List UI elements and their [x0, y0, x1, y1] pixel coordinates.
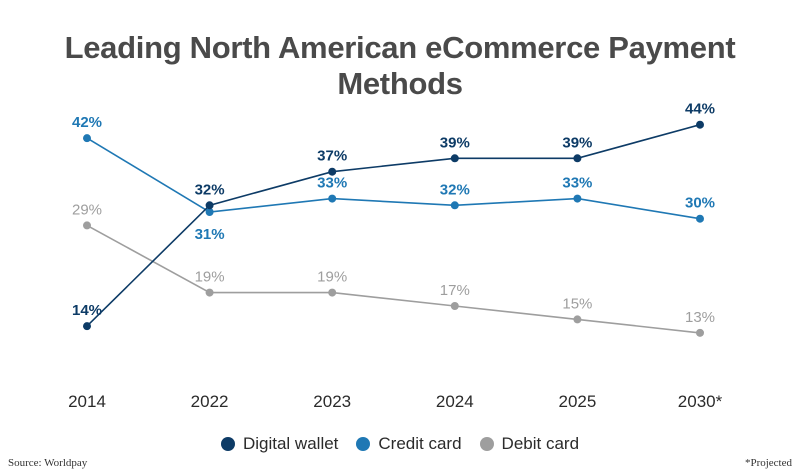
legend-item-debit-card: Debit card — [479, 434, 580, 454]
data-label-debit-card: 19% — [195, 269, 225, 286]
x-tick-label: 2024 — [436, 392, 474, 411]
series-lines — [86, 123, 701, 334]
data-point-debit-card — [696, 328, 704, 337]
source-note: Source: Worldpay — [8, 457, 88, 469]
data-label-debit-card: 19% — [317, 269, 347, 286]
data-point-credit-card — [696, 214, 704, 223]
legend-marker-credit-card — [356, 437, 371, 451]
x-tick-label: 2023 — [313, 392, 351, 411]
data-point-debit-card — [450, 302, 459, 310]
legend-label-credit-card: Credit card — [378, 434, 462, 453]
legend-marker-debit-card — [479, 437, 494, 451]
data-label-credit-card: 42% — [72, 114, 102, 131]
series-line-debit-card — [86, 224, 701, 334]
x-tick-label: 2030* — [678, 392, 723, 411]
x-tick-label: 2022 — [191, 392, 229, 411]
data-label-digital-wallet: 14% — [72, 302, 102, 319]
data-point-credit-card — [450, 201, 459, 210]
legend-item-digital-wallet: Digital wallet — [220, 434, 339, 454]
chart-title: Leading North American eCommerce Payment… — [64, 30, 736, 101]
legend-label-digital-wallet: Digital wallet — [242, 434, 339, 453]
data-label-digital-wallet: 39% — [562, 134, 592, 151]
data-point-credit-card — [573, 194, 582, 203]
data-label-credit-card: 31% — [195, 226, 225, 243]
data-label-debit-card: 13% — [685, 309, 715, 326]
data-label-digital-wallet: 32% — [195, 181, 225, 198]
data-point-digital-wallet — [573, 154, 582, 163]
data-label-credit-card: 33% — [317, 175, 347, 192]
data-label-digital-wallet: 44% — [685, 101, 715, 118]
legend-label-debit-card: Debit card — [501, 434, 580, 453]
data-label-debit-card: 29% — [72, 201, 102, 218]
x-axis-ticks: 2014 2022 2023 2024 2025 2030* — [68, 392, 723, 411]
x-tick-label: 2025 — [558, 392, 596, 411]
series-points — [83, 120, 704, 337]
data-labels: 29% 19% 19% 17% 15% 13% 42% 31% 33% 32% 33% 30% 14% 3… — [72, 101, 715, 326]
data-point-digital-wallet — [205, 201, 214, 210]
data-point-debit-card — [328, 288, 337, 297]
legend-marker-digital-wallet — [220, 437, 235, 451]
data-point-debit-card — [573, 315, 582, 324]
x-tick-label: 2014 — [68, 392, 106, 411]
data-label-digital-wallet: 37% — [317, 148, 347, 165]
data-label-debit-card: 17% — [440, 282, 470, 299]
data-point-debit-card — [83, 221, 91, 230]
projected-note: *Projected — [744, 457, 792, 469]
data-point-credit-card — [83, 134, 91, 143]
data-point-debit-card — [205, 288, 214, 297]
data-point-digital-wallet — [83, 322, 91, 331]
data-point-digital-wallet — [696, 120, 704, 129]
data-point-digital-wallet — [450, 154, 459, 163]
series-line-credit-card — [86, 137, 701, 220]
legend-item-credit-card: Credit card — [356, 434, 462, 454]
data-label-credit-card: 30% — [685, 195, 715, 212]
data-label-credit-card: 33% — [562, 175, 592, 192]
data-point-digital-wallet — [328, 167, 337, 176]
data-label-debit-card: 15% — [562, 295, 592, 312]
data-label-credit-card: 32% — [440, 181, 470, 198]
chart-legend: Digital wallet Credit card Debit card — [0, 434, 800, 454]
data-point-credit-card — [205, 208, 214, 216]
data-label-digital-wallet: 39% — [440, 134, 470, 151]
series-line-digital-wallet — [86, 123, 701, 327]
data-point-credit-card — [328, 194, 337, 203]
